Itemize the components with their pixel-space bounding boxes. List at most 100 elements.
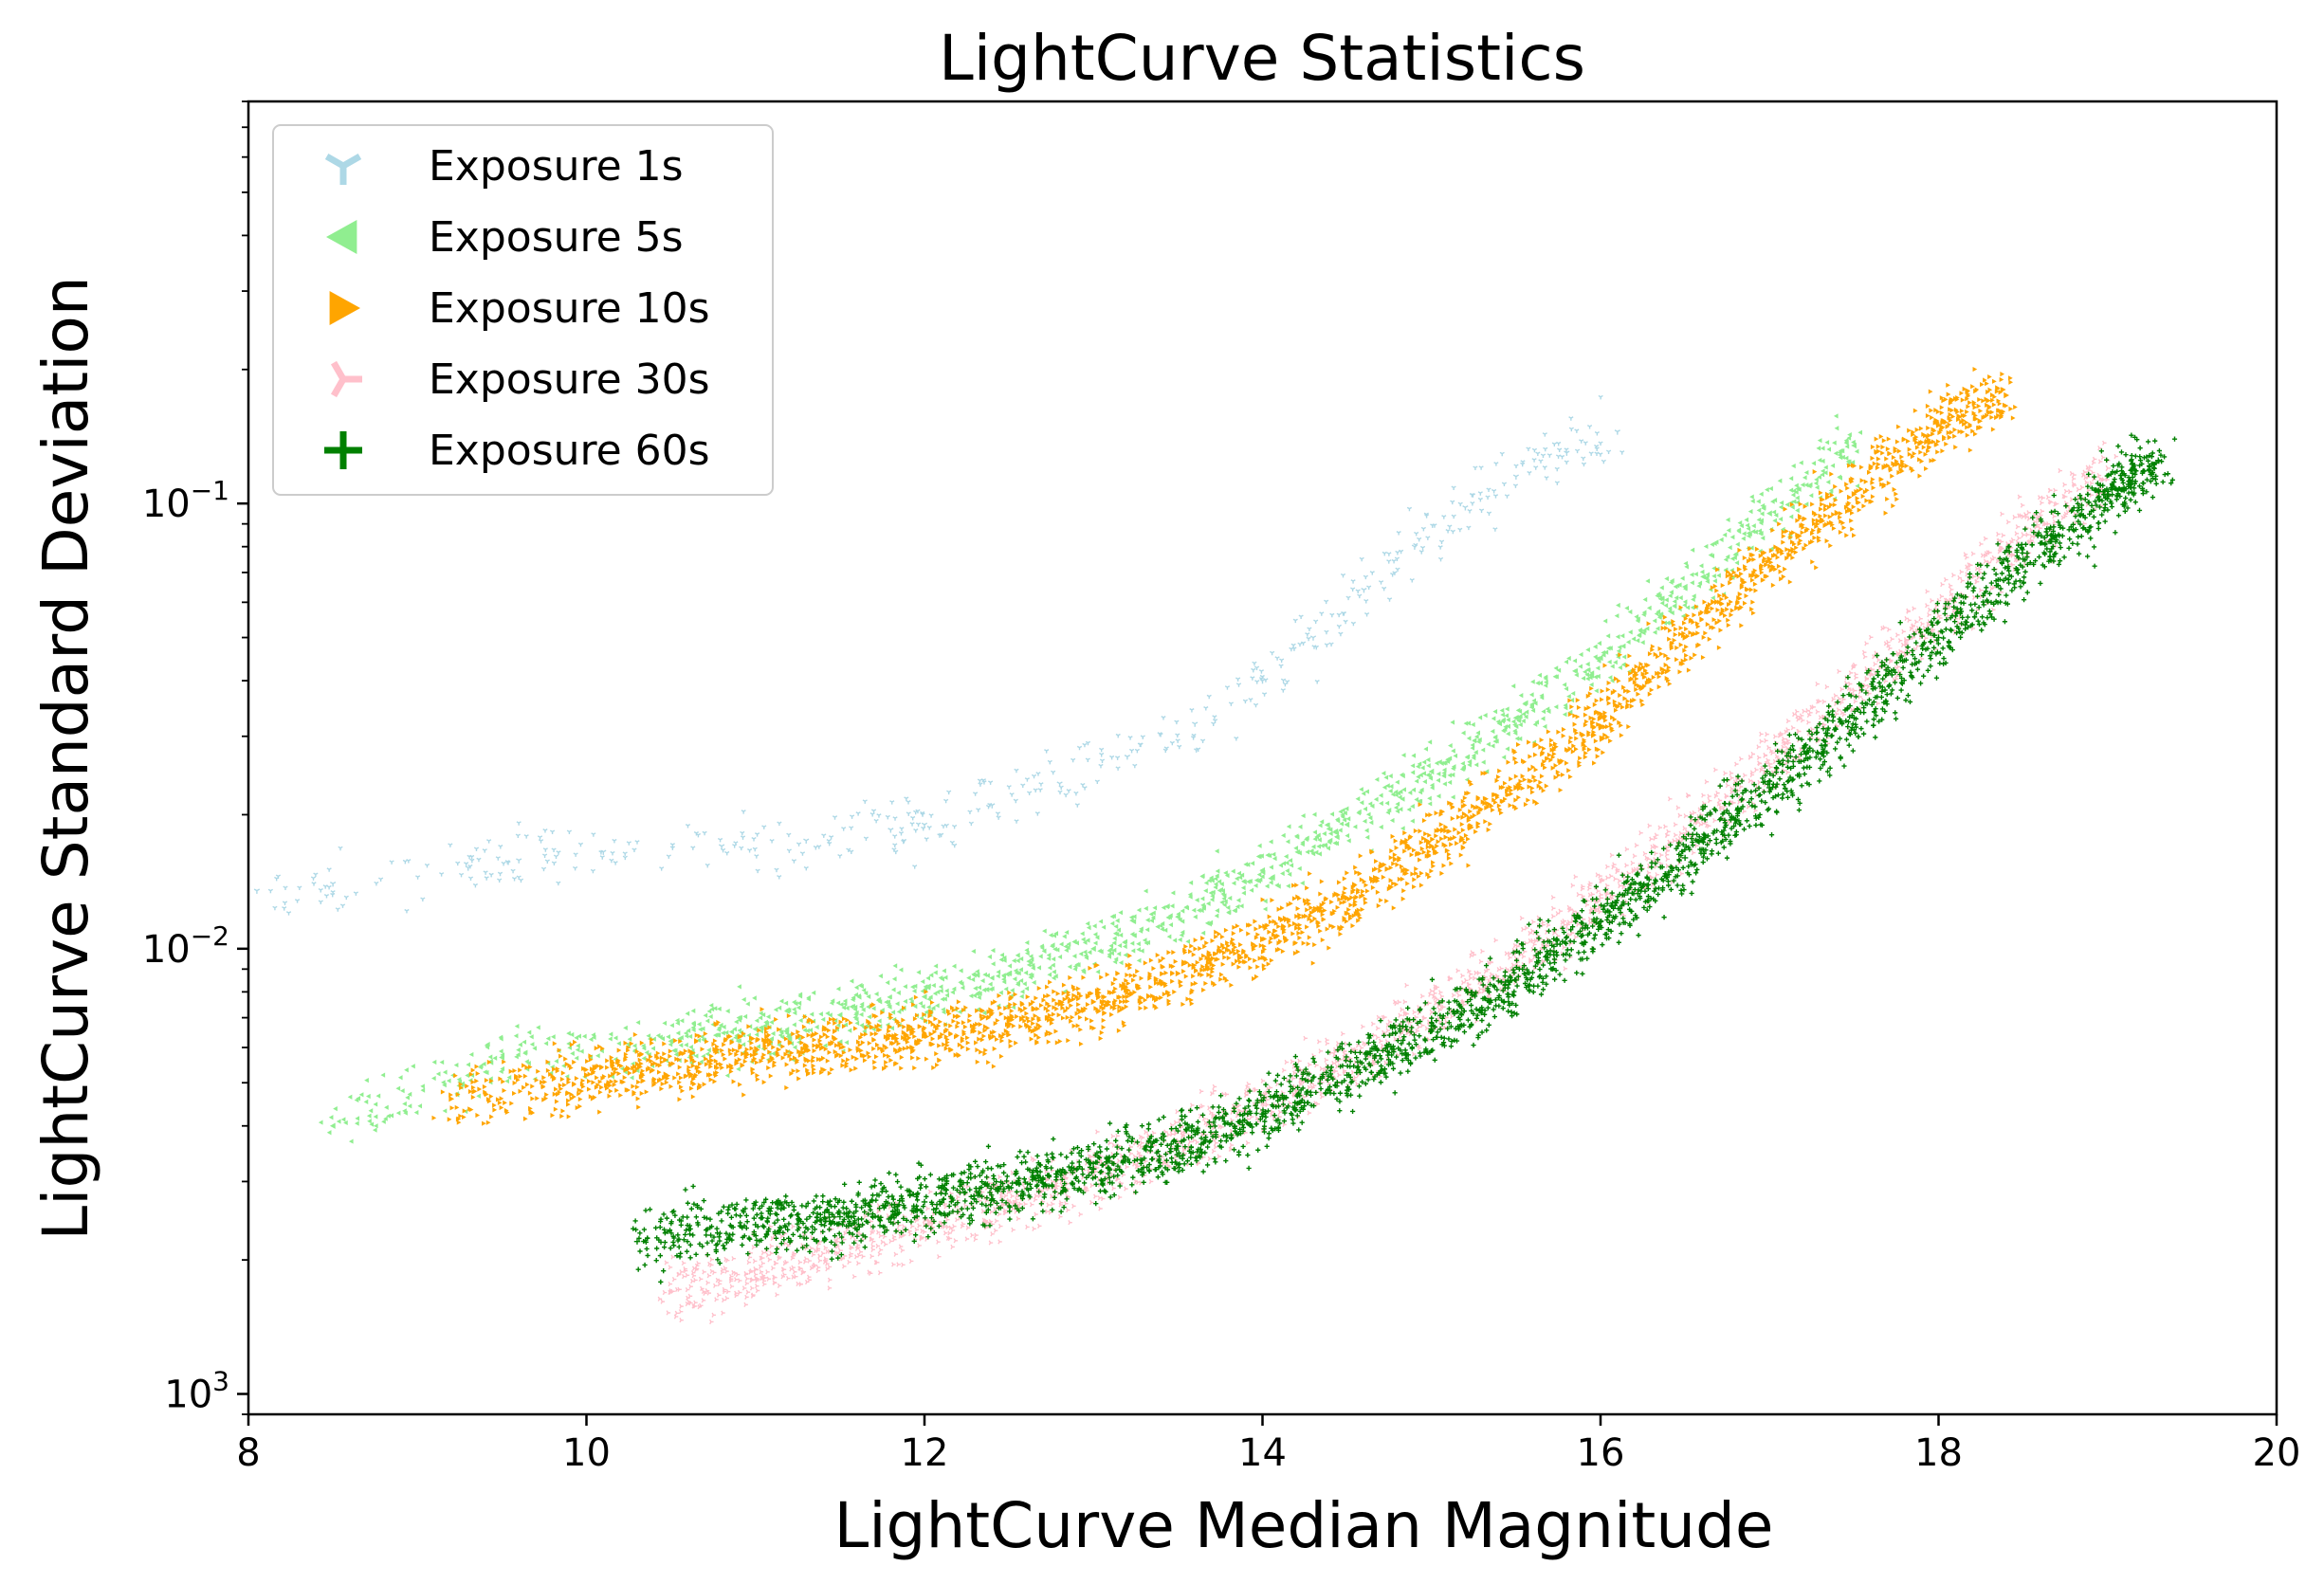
data-point <box>1772 518 1777 523</box>
data-point <box>1410 804 1415 810</box>
data-point <box>1224 685 1231 690</box>
data-point <box>1745 522 1750 528</box>
data-point <box>1223 899 1228 904</box>
data-point <box>488 1058 493 1065</box>
data-point <box>1556 441 1562 446</box>
data-point <box>705 863 710 868</box>
data-point <box>685 823 691 828</box>
data-point <box>849 978 854 984</box>
data-point <box>497 871 503 877</box>
data-point <box>1066 789 1071 793</box>
data-point <box>943 798 949 804</box>
data-point <box>469 858 475 864</box>
data-point <box>1790 492 1796 498</box>
data-point <box>1317 823 1323 828</box>
data-point <box>859 983 864 990</box>
data-point <box>1538 459 1544 464</box>
data-point <box>852 1004 858 1010</box>
data-point <box>1037 788 1043 792</box>
data-point <box>1436 793 1441 799</box>
data-point <box>282 906 287 911</box>
data-point <box>532 1046 537 1051</box>
data-point <box>1390 792 1396 797</box>
data-point <box>1388 774 1393 779</box>
data-point <box>458 872 465 878</box>
data-point <box>1659 596 1665 602</box>
data-point <box>1427 801 1433 807</box>
data-point <box>1095 969 1101 974</box>
data-point <box>1297 850 1302 856</box>
data-point <box>1162 927 1168 933</box>
data-point <box>377 877 384 882</box>
data-point <box>1432 523 1437 528</box>
data-point <box>1064 947 1069 954</box>
data-point <box>741 810 746 814</box>
data-point <box>1668 592 1673 599</box>
data-point <box>1337 828 1343 833</box>
data-point <box>1223 870 1228 876</box>
data-point <box>1340 611 1346 616</box>
data-point <box>1248 698 1253 702</box>
data-point <box>1166 934 1172 939</box>
data-point <box>1726 527 1731 534</box>
data-point <box>1619 633 1625 639</box>
data-point <box>970 976 976 982</box>
data-point <box>329 881 337 887</box>
data-point <box>1115 733 1121 738</box>
data-point <box>901 839 906 845</box>
data-point <box>641 1055 647 1062</box>
data-point <box>1701 574 1707 580</box>
data-point <box>861 1007 866 1012</box>
data-point <box>1564 450 1570 456</box>
data-point <box>404 908 410 914</box>
data-point <box>413 1110 419 1116</box>
data-point <box>1363 806 1368 811</box>
data-point <box>629 1075 634 1081</box>
data-point <box>477 1086 483 1092</box>
data-point <box>873 991 879 997</box>
data-point <box>369 1121 375 1127</box>
data-point <box>1832 440 1837 446</box>
data-point <box>566 1030 571 1036</box>
data-point <box>1373 796 1379 802</box>
data-point <box>1413 542 1418 548</box>
data-point <box>1001 979 1007 985</box>
data-point <box>347 1094 353 1100</box>
data-point <box>1420 526 1426 532</box>
data-point <box>1327 837 1333 843</box>
data-point <box>414 875 421 880</box>
data-point <box>1794 482 1799 488</box>
data-point <box>1822 470 1828 476</box>
data-point <box>476 857 482 863</box>
data-point <box>1253 702 1259 708</box>
data-point <box>1161 904 1166 911</box>
data-point <box>1414 796 1419 803</box>
data-point <box>1490 743 1495 749</box>
data-point <box>1343 810 1347 816</box>
data-point <box>1665 620 1671 626</box>
data-point <box>505 860 511 865</box>
data-point <box>1753 529 1758 535</box>
data-point <box>1492 738 1498 744</box>
data-point <box>1083 953 1089 958</box>
data-point <box>1174 719 1180 725</box>
data-point <box>1148 911 1154 918</box>
data-point <box>1400 753 1406 758</box>
data-point <box>796 1035 801 1042</box>
data-point <box>1491 488 1497 494</box>
data-point <box>1250 861 1255 866</box>
data-point <box>1788 514 1794 519</box>
data-point <box>1723 556 1729 562</box>
data-point <box>844 1040 850 1046</box>
data-point <box>297 885 302 890</box>
data-point <box>439 1059 445 1065</box>
data-point <box>1451 748 1455 754</box>
data-point <box>1436 771 1441 777</box>
data-point <box>995 974 1000 979</box>
data-point <box>792 1022 796 1028</box>
data-point <box>765 1014 771 1020</box>
data-point <box>1019 993 1024 999</box>
data-point <box>1727 545 1732 551</box>
data-point <box>626 841 631 846</box>
data-point <box>1534 719 1540 725</box>
